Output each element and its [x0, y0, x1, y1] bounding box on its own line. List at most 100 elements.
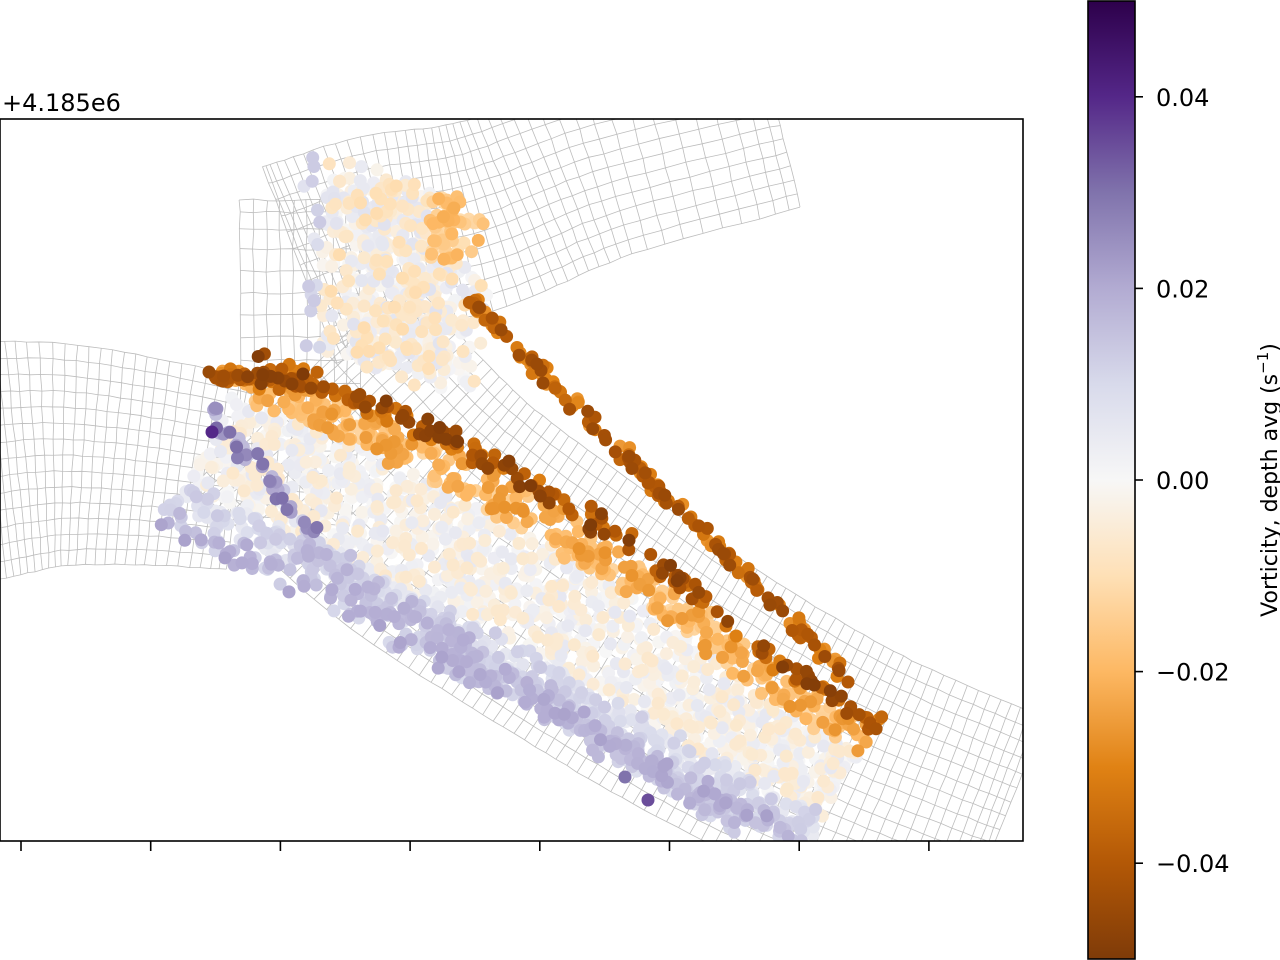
vorticity-points — [154, 151, 889, 841]
vorticity-point — [353, 174, 367, 188]
vorticity-point — [370, 253, 384, 267]
vorticity-point — [336, 521, 350, 535]
vorticity-point — [447, 201, 461, 215]
vorticity-point — [291, 551, 304, 565]
vorticity-point — [369, 186, 383, 200]
vorticity-point — [410, 494, 424, 508]
vorticity-point — [217, 369, 231, 383]
vorticity-point — [362, 344, 376, 358]
vorticity-point — [591, 599, 605, 613]
vorticity-point — [267, 438, 281, 451]
vorticity-point — [644, 548, 658, 561]
colorbar-tick-label: 0.04 — [1156, 84, 1209, 112]
vorticity-point — [717, 677, 731, 691]
vorticity-point — [407, 252, 421, 266]
vorticity-point — [512, 348, 526, 362]
vorticity-point — [533, 489, 547, 503]
vorticity-point — [369, 304, 382, 318]
vorticity-point — [715, 721, 729, 735]
vorticity-point — [708, 758, 722, 772]
vorticity-point — [807, 678, 821, 692]
vorticity-point — [471, 233, 485, 247]
vorticity-point — [520, 584, 534, 598]
vorticity-point — [751, 664, 764, 678]
vorticity-point — [650, 601, 664, 615]
vorticity-point — [435, 520, 449, 534]
mesh-line — [0, 548, 229, 563]
vorticity-point — [370, 206, 384, 220]
vorticity-point — [596, 611, 610, 624]
vorticity-point — [343, 461, 356, 475]
vorticity-point — [350, 390, 364, 403]
mesh-line — [240, 335, 361, 339]
vorticity-point — [301, 401, 315, 415]
vorticity-point — [537, 692, 551, 706]
vorticity-point — [425, 247, 439, 261]
vorticity-point — [572, 668, 586, 682]
vorticity-point — [376, 524, 390, 538]
vorticity-point — [208, 401, 222, 415]
vorticity-point — [562, 502, 576, 516]
mesh-line — [652, 119, 684, 239]
vorticity-point — [426, 537, 440, 551]
vorticity-point — [434, 376, 448, 390]
vorticity-point — [511, 645, 524, 659]
vorticity-point — [445, 272, 459, 286]
vorticity-point — [399, 570, 413, 584]
vorticity-point — [373, 619, 387, 632]
vorticity-point — [350, 345, 364, 359]
vorticity-point — [388, 300, 401, 314]
vorticity-point — [392, 235, 406, 249]
vorticity-point — [719, 796, 733, 810]
vorticity-point — [267, 404, 281, 418]
vorticity-point — [597, 527, 611, 541]
vorticity-point — [478, 534, 492, 547]
vorticity-point — [420, 616, 434, 630]
vorticity-point — [801, 745, 815, 759]
vorticity-point — [859, 735, 873, 749]
vorticity-point — [389, 524, 403, 538]
vorticity-point — [389, 179, 403, 193]
vorticity-point — [687, 660, 701, 674]
vorticity-point — [674, 640, 688, 653]
vorticity-point — [720, 773, 733, 787]
vorticity-point — [178, 533, 192, 547]
vorticity-point — [655, 769, 669, 783]
vorticity-point — [516, 504, 530, 518]
vorticity-point — [339, 302, 353, 316]
colorbar-gradient — [1087, 0, 1136, 960]
mesh-line — [0, 373, 251, 409]
vorticity-point — [210, 509, 224, 523]
vorticity-point — [473, 668, 487, 681]
vorticity-point — [204, 460, 218, 474]
vorticity-point — [255, 411, 268, 425]
vorticity-point — [194, 533, 208, 547]
vorticity-point — [460, 655, 474, 669]
vorticity-point — [214, 445, 227, 458]
vorticity-point — [307, 510, 321, 523]
vorticity-point — [359, 431, 373, 444]
vorticity-point — [561, 619, 575, 633]
vorticity-point — [642, 583, 656, 597]
vorticity-point — [623, 609, 637, 623]
vorticity-point — [625, 462, 639, 475]
vorticity-point — [455, 318, 469, 332]
vorticity-point — [281, 458, 295, 472]
vorticity-point — [414, 482, 428, 496]
vorticity-point — [635, 631, 648, 645]
vorticity-point — [237, 484, 251, 498]
vorticity-point — [625, 569, 639, 582]
vorticity-point — [379, 394, 393, 408]
vorticity-point — [549, 532, 563, 546]
vorticity-point — [226, 466, 240, 480]
vorticity-point — [329, 216, 343, 230]
vorticity-point — [840, 706, 854, 720]
vorticity-point — [240, 526, 254, 539]
vorticity-point — [372, 267, 386, 281]
vorticity-point — [504, 586, 518, 600]
vorticity-point — [495, 545, 509, 559]
vorticity-point — [330, 491, 343, 505]
vorticity-point — [847, 722, 860, 736]
mesh-line — [240, 312, 361, 316]
vorticity-point — [396, 409, 410, 422]
